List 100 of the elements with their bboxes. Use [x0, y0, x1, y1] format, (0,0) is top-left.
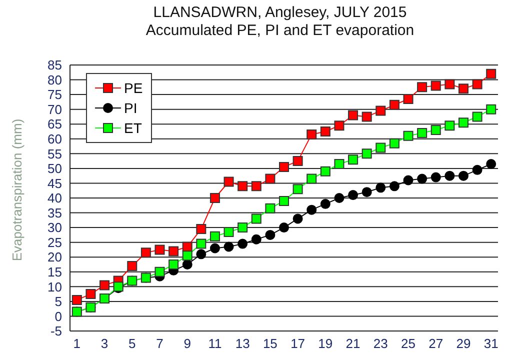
point: [486, 159, 496, 170]
point: [320, 198, 330, 209]
point: [238, 222, 248, 233]
point: [320, 166, 330, 176]
point: [72, 294, 82, 305]
x-tick-label: 5: [128, 336, 136, 352]
point: [86, 289, 96, 300]
point: [472, 79, 482, 90]
legend-label: ET: [124, 119, 142, 138]
point: [417, 174, 428, 184]
x-tick-label: 17: [290, 336, 306, 352]
point: [265, 174, 276, 184]
point: [348, 110, 358, 120]
x-tick-label: 3: [100, 336, 108, 352]
point: [224, 176, 234, 187]
point: [306, 129, 317, 140]
point: [196, 249, 206, 260]
y-tick-label: 15: [48, 264, 62, 280]
point: [486, 68, 496, 79]
y-tick-label: 35: [48, 205, 62, 220]
point: [224, 242, 234, 252]
y-tick-label: 80: [48, 72, 62, 88]
point: [417, 82, 428, 92]
point: [292, 156, 303, 166]
point: [292, 214, 303, 224]
point: [168, 260, 179, 270]
point: [224, 226, 234, 237]
point: [458, 118, 468, 128]
point: [486, 104, 496, 114]
point: [444, 79, 455, 90]
point: [389, 100, 400, 110]
point: [348, 190, 358, 200]
point: [472, 164, 482, 175]
point: [196, 224, 206, 234]
y-tick-label: 30: [48, 220, 62, 236]
x-tick-label: 15: [262, 336, 278, 352]
x-tick-label: 23: [373, 336, 388, 352]
y-tick-label: 0: [54, 308, 62, 324]
point: [279, 222, 289, 233]
point: [389, 138, 400, 148]
point: [376, 106, 386, 116]
point: [362, 112, 372, 122]
point: [348, 154, 358, 165]
x-tick-label: 19: [318, 336, 333, 352]
point: [334, 120, 344, 131]
point: [362, 187, 372, 198]
y-tick-label: 60: [48, 132, 62, 147]
point: [444, 170, 455, 181]
point: [251, 214, 262, 224]
chart-title: LLANSADWRN, Anglesey, JULY 2015: [152, 4, 408, 22]
x-tick-label: 29: [456, 336, 471, 352]
point: [376, 142, 386, 153]
point: [334, 159, 344, 170]
point: [334, 193, 344, 203]
legend-label: PE: [124, 79, 143, 98]
point: [279, 196, 289, 206]
point: [403, 175, 414, 186]
x-tick-label: 27: [428, 336, 444, 352]
point: [320, 126, 330, 136]
point: [182, 250, 192, 261]
y-tick-label: 50: [48, 161, 62, 176]
point: [403, 94, 414, 104]
point: [210, 193, 220, 203]
point: [362, 148, 372, 159]
point: [238, 181, 248, 192]
legend-label: PI: [124, 99, 138, 118]
y-tick-label: -5: [50, 324, 62, 339]
point: [127, 260, 138, 271]
y-tick-label: 25: [48, 234, 62, 250]
point: [458, 170, 468, 181]
y-tick-label: 65: [48, 116, 62, 132]
point: [403, 130, 414, 141]
point: [265, 203, 276, 214]
point: [430, 80, 441, 91]
point: [251, 181, 262, 192]
x-tick-label: 13: [235, 336, 250, 352]
point: [154, 244, 165, 255]
x-tick-label: 1: [73, 336, 81, 352]
chart-subtitle: Accumulated PE, PI and ET evaporation: [144, 22, 416, 40]
point: [376, 182, 386, 193]
x-tick-label: 7: [156, 336, 164, 352]
y-tick-label: 70: [48, 102, 62, 117]
point: [196, 238, 206, 249]
x-tick-label: 31: [484, 336, 498, 352]
point: [472, 112, 482, 122]
point: [154, 266, 165, 277]
y-tick-label: 85: [48, 58, 62, 73]
point: [430, 172, 441, 182]
y-axis-title: Evapotranspiration (mm): [10, 118, 24, 262]
y-tick-label: 5: [54, 294, 62, 310]
point: [292, 184, 303, 194]
point: [210, 243, 220, 254]
point: [100, 280, 110, 290]
point: [444, 120, 455, 131]
point: [251, 234, 262, 244]
y-tick-label: 10: [48, 279, 62, 294]
point: [210, 231, 220, 242]
point: [265, 230, 276, 240]
point: [389, 181, 400, 192]
y-tick-label: 75: [48, 87, 62, 102]
